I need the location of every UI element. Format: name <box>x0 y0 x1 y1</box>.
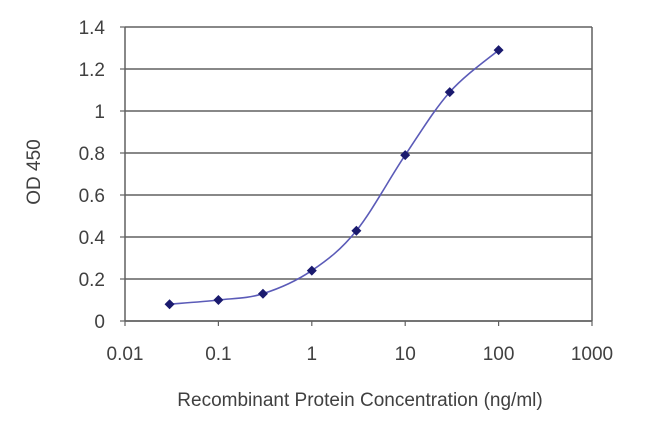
y-axis-tick-labels: 0 0.2 0.4 0.6 0.8 1 1.2 1.4 <box>79 18 106 333</box>
series-group <box>164 45 504 310</box>
y-tick-label: 1 <box>94 102 105 123</box>
data-point <box>306 265 317 276</box>
data-point <box>444 87 455 98</box>
data-point <box>164 299 175 310</box>
data-point <box>351 225 362 236</box>
x-tick-label: 0.01 <box>107 344 144 365</box>
x-axis-title: Recombinant Protein Concentration (ng/ml… <box>177 390 542 411</box>
y-tick-label: 1.4 <box>79 18 106 39</box>
data-point <box>257 288 268 299</box>
x-tick-label: 10 <box>395 344 416 365</box>
data-point <box>493 45 504 56</box>
gridlines <box>120 26 593 326</box>
x-tick-label: 0.1 <box>205 344 231 365</box>
x-tick-label: 1000 <box>571 344 613 365</box>
data-point <box>400 150 411 161</box>
data-point <box>213 295 224 305</box>
y-tick-label: 0.2 <box>79 270 105 291</box>
y-tick-label: 0.4 <box>79 228 106 249</box>
x-axis-tick-labels: 0.01 0.1 1 10 100 1000 <box>107 344 614 365</box>
y-tick-label: 0.8 <box>79 144 105 165</box>
x-tick-label: 1 <box>307 344 318 365</box>
y-tick-label: 0 <box>94 312 105 333</box>
y-tick-label: 0.6 <box>79 186 105 207</box>
y-tick-label: 1.2 <box>79 60 105 81</box>
y-axis-title: OD 450 <box>24 139 45 204</box>
x-tick-label: 100 <box>483 344 515 365</box>
